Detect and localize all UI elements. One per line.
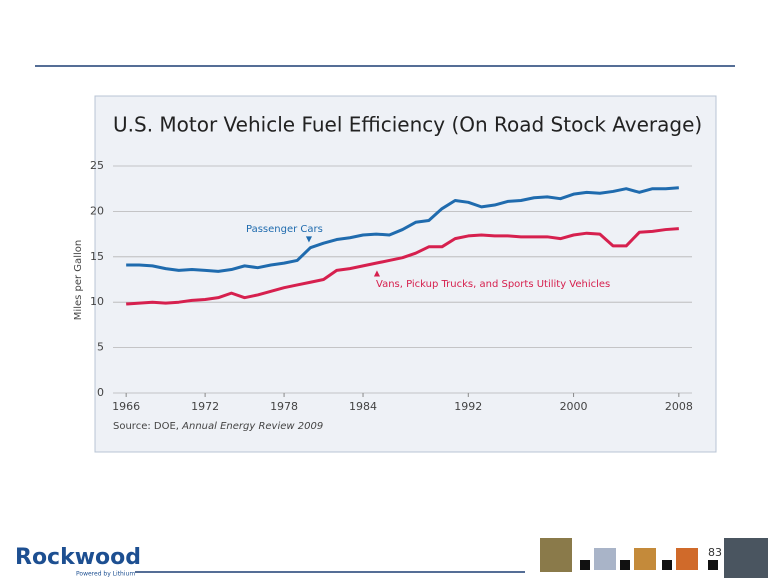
series-line [126,186,679,273]
plot: 0 5 10 15 20 25 1966 1972 1978 1984 1992 2000 2008 [90,159,693,413]
tagline: Powered by Lithium [76,571,135,578]
square [580,560,590,570]
x-tick-label: 2000 [560,400,588,413]
x-tick-label: 1978 [270,400,298,413]
series-label: Vans, Pickup Trucks, and Sports Utility … [376,279,610,290]
x-tick-label: 1972 [191,400,219,413]
y-tick-label: 0 [97,386,104,399]
label-arrow: ▲ [374,269,381,278]
series-label: Passenger Cars [246,224,323,235]
y-axis-label: Miles per Gallon [73,240,84,320]
photo [594,548,616,570]
y-tick-label: 25 [90,159,104,172]
x-tick-label: 1966 [112,400,140,413]
x-tick-label: 1992 [454,400,482,413]
photo [540,538,572,572]
x-tick-label: 2008 [665,400,693,413]
y-tick-label: 20 [90,204,104,217]
source-title: Annual Energy Review 2009 [181,421,323,432]
photo [676,548,698,570]
chart-title: U.S. Motor Vehicle Fuel Efficiency (On R… [113,113,702,137]
square [620,560,630,570]
logo: Rockwood [15,545,141,570]
y-tick-label: 5 [97,341,104,354]
y-tick-label: 10 [90,295,104,308]
photo [634,548,656,570]
chart-panel [94,95,717,453]
label-arrow: ▼ [306,235,313,244]
y-tick-label: 15 [90,250,104,263]
series-line [126,227,679,306]
square [708,560,718,570]
source: Source: DOE, Annual Energy Review 2009 [113,421,323,432]
page-number: 83 [708,546,722,559]
square [662,560,672,570]
photo [724,538,768,578]
x-tick-label: 1984 [349,400,377,413]
source-prefix: Source: DOE, [113,421,179,432]
